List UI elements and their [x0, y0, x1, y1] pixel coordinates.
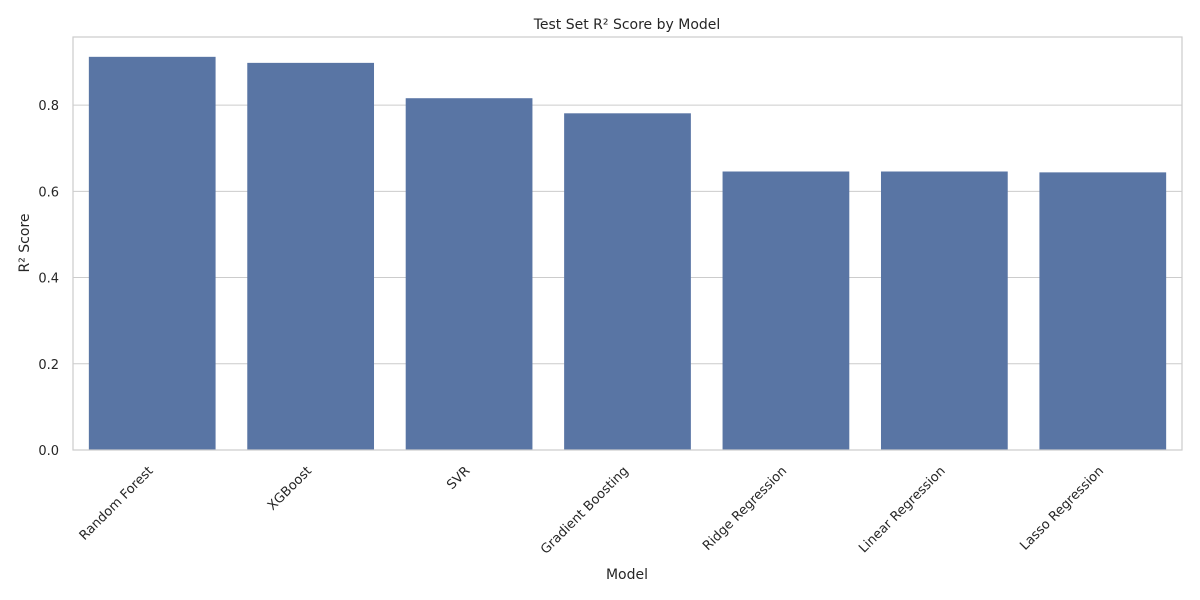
- x-tick-label: Random Forest: [77, 464, 157, 544]
- bar: [1039, 172, 1167, 450]
- bar: [88, 56, 216, 450]
- bars: [88, 56, 1167, 451]
- x-tick-label: Ridge Regression: [700, 464, 790, 554]
- x-tick-label: Lasso Regression: [1017, 464, 1107, 554]
- bar: [247, 62, 375, 450]
- bar: [722, 171, 850, 450]
- x-tick-label: XGBoost: [265, 464, 315, 514]
- y-tick-label: 0.8: [38, 99, 59, 114]
- x-tick-label: SVR: [444, 464, 473, 493]
- x-tick-label: Linear Regression: [856, 464, 948, 556]
- bar: [880, 171, 1008, 450]
- y-tick-label: 0.6: [38, 185, 59, 200]
- plot-frame: [72, 36, 1183, 451]
- x-tick-label: Gradient Boosting: [538, 464, 632, 558]
- y-axis-label: R² Score: [17, 213, 33, 272]
- y-tick-labels: 0.0 0.2 0.4 0.6 0.8: [38, 99, 59, 459]
- y-tick-label: 0.2: [38, 358, 59, 373]
- y-tick-label: 0.4: [38, 272, 59, 287]
- chart-title: Test Set R² Score by Model: [533, 17, 721, 33]
- y-tick-label: 0.0: [38, 444, 59, 459]
- x-tick-labels: Random Forest XGBoost SVR Gradient Boosting…: [77, 464, 1107, 558]
- bar: [564, 113, 691, 450]
- bar: [405, 98, 533, 451]
- x-axis-label: Model: [606, 567, 648, 583]
